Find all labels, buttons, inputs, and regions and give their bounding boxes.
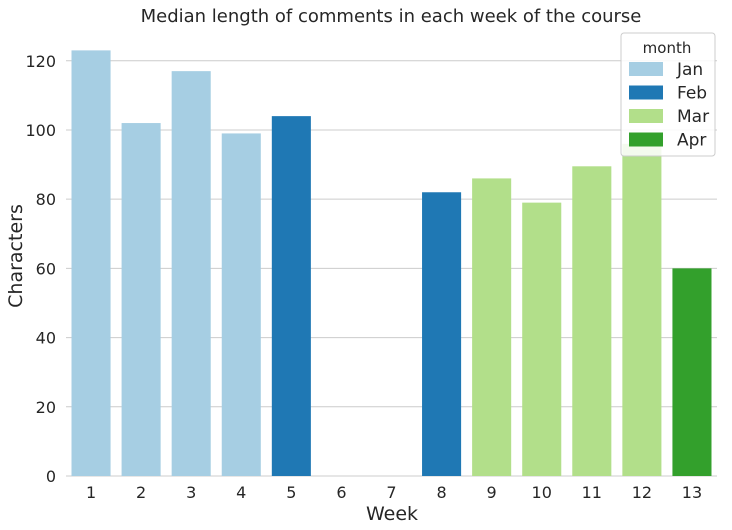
y-axis-label: Characters bbox=[5, 204, 27, 308]
legend-label-feb: Feb bbox=[677, 84, 707, 104]
bar-week-8 bbox=[422, 192, 462, 476]
bar-week-2 bbox=[121, 123, 161, 477]
bar-week-9 bbox=[472, 178, 512, 476]
bar-week-11 bbox=[572, 166, 612, 477]
gridlines bbox=[66, 60, 717, 477]
legend-swatch-jan bbox=[629, 62, 663, 76]
legend-swatch-apr bbox=[629, 132, 663, 147]
legend-title: month bbox=[643, 39, 692, 57]
legend-swatch-feb bbox=[629, 85, 663, 100]
x-tick-label-12: 12 bbox=[632, 483, 652, 502]
x-tick-label-2: 2 bbox=[136, 483, 146, 502]
bar-week-3 bbox=[171, 71, 211, 477]
y-tick-labels: 0 20 40 60 80 100 120 bbox=[25, 52, 56, 486]
x-tick-label-3: 3 bbox=[186, 483, 196, 502]
x-tick-label-7: 7 bbox=[386, 483, 396, 502]
x-tick-label-5: 5 bbox=[286, 483, 296, 502]
bar-week-12 bbox=[622, 143, 662, 477]
y-tick-label-60: 60 bbox=[36, 259, 56, 278]
y-tick-label-20: 20 bbox=[36, 398, 56, 417]
chart-title: Median length of comments in each week o… bbox=[141, 6, 642, 27]
x-tick-label-9: 9 bbox=[487, 483, 497, 502]
x-tick-label-1: 1 bbox=[86, 483, 96, 502]
y-tick-label-0: 0 bbox=[46, 467, 56, 486]
legend-label-mar: Mar bbox=[677, 107, 709, 127]
x-axis-label: Week bbox=[366, 503, 418, 525]
bar-week-1 bbox=[71, 50, 111, 476]
x-tick-label-4: 4 bbox=[236, 483, 246, 502]
legend-label-apr: Apr bbox=[677, 131, 706, 151]
legend-swatch-mar bbox=[629, 109, 663, 123]
bars bbox=[71, 50, 712, 477]
x-tick-label-13: 13 bbox=[682, 483, 702, 502]
y-tick-label-100: 100 bbox=[25, 121, 56, 140]
x-tick-label-10: 10 bbox=[532, 483, 552, 502]
bar-week-10 bbox=[522, 202, 562, 476]
legend: month Jan Feb Mar Apr bbox=[620, 32, 716, 157]
y-tick-label-80: 80 bbox=[36, 190, 56, 209]
legend-entries: Jan Feb Mar Apr bbox=[629, 60, 709, 151]
y-tick-label-40: 40 bbox=[36, 329, 56, 348]
y-tick-label-120: 120 bbox=[25, 52, 56, 71]
bar-week-4 bbox=[221, 133, 261, 476]
x-tick-label-6: 6 bbox=[336, 483, 346, 502]
x-tick-label-11: 11 bbox=[582, 483, 602, 502]
x-tick-labels: 1 2 3 4 5 6 7 8 9 10 11 12 13 bbox=[86, 483, 702, 502]
bar-week-13 bbox=[672, 268, 712, 476]
x-tick-label-8: 8 bbox=[436, 483, 446, 502]
bar-week-5 bbox=[271, 116, 311, 476]
legend-label-jan: Jan bbox=[676, 60, 703, 80]
